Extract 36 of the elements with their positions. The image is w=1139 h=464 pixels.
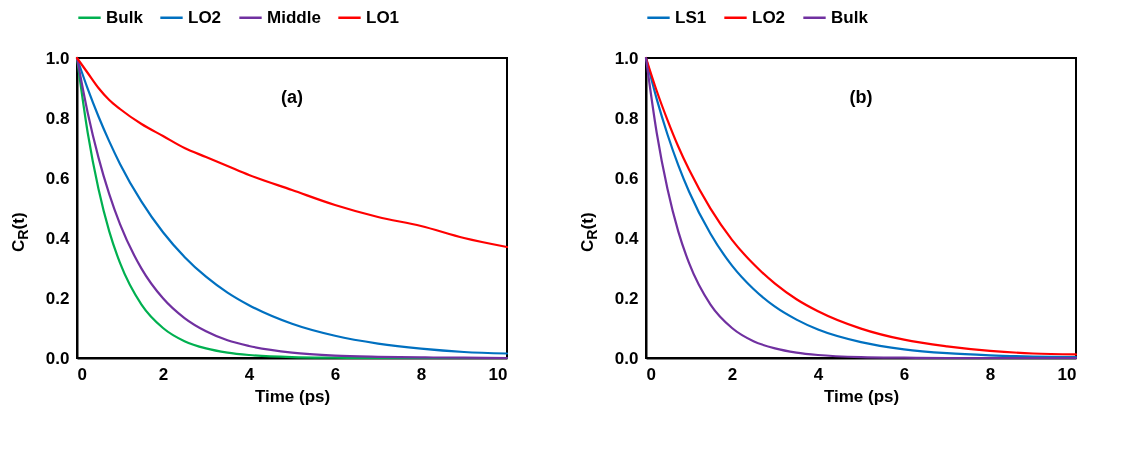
x-tick-label: 2 [158,364,169,384]
legend-label: Bulk [831,7,869,27]
y-tick-label: 0.0 [45,348,70,368]
y-tick-label: 0.8 [614,108,639,128]
y-tick-label: 0.4 [614,228,640,248]
y-tick-label: 0.4 [45,228,71,248]
legend-label: LO1 [366,7,400,27]
x-tick-label: 8 [416,364,427,384]
y-tick-label: 1.0 [614,48,639,68]
legend-label: Middle [267,7,321,27]
legend-label: Bulk [106,7,144,27]
x-tick-label: 10 [1057,364,1077,384]
x-tick-label: 0 [77,364,87,384]
y-tick-label: 0.2 [614,288,639,308]
y-tick-label: 1.0 [45,48,70,68]
y-tick-label: 0.6 [614,168,639,188]
annotation: (a) [281,87,303,107]
legend-label: LO2 [752,7,786,27]
legend-label: LS1 [675,7,707,27]
y-tick-label: 0.2 [45,288,70,308]
x-axis-title: Time (ps) [254,386,331,406]
x-axis-title: Time (ps) [823,386,900,406]
x-tick-label: 4 [244,364,255,384]
x-tick-label: 4 [813,364,824,384]
y-tick-label: 0.8 [45,108,70,128]
legend-label: LO2 [188,7,222,27]
x-tick-label: 6 [330,364,341,384]
x-tick-label: 0 [646,364,656,384]
x-tick-label: 2 [727,364,738,384]
annotation: (b) [849,87,873,107]
x-tick-label: 8 [985,364,996,384]
y-tick-label: 0.6 [45,168,70,188]
x-tick-label: 6 [899,364,910,384]
x-tick-label: 10 [488,364,508,384]
line-series [75,56,509,249]
y-tick-label: 0.0 [614,348,639,368]
